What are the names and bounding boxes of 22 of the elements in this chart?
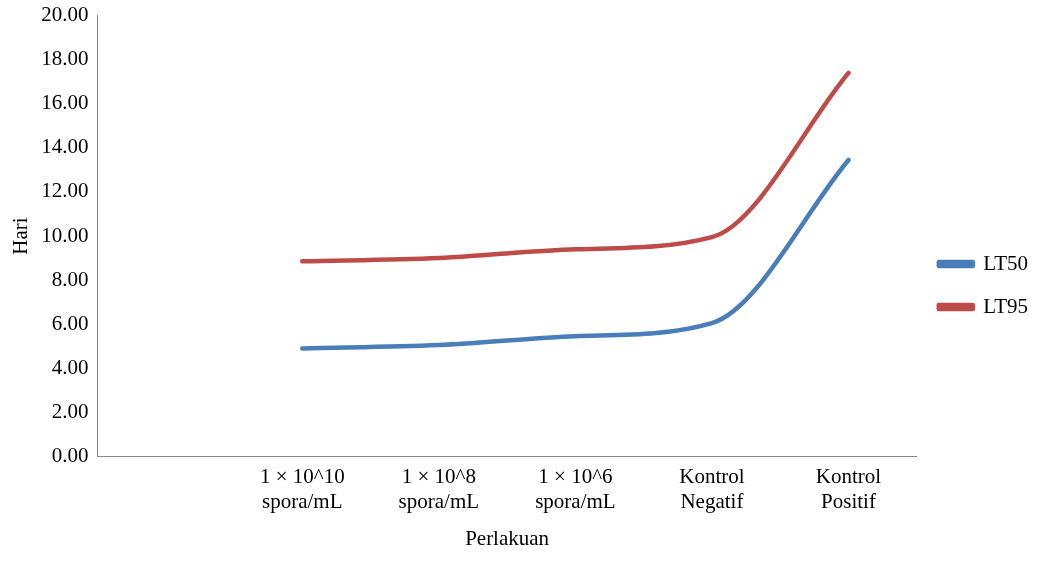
y-tick-label: 6.00 [51,310,89,335]
y-axis-title: Hari [8,217,33,255]
y-tick-label: 4.00 [51,354,89,379]
y-tick-label: 20.00 [41,2,89,27]
line-series [300,70,851,264]
x-axis-title: Perlakuan [465,525,550,550]
x-tick-label: Kontrol Positif [815,463,882,513]
x-tick-label: 1 × 10^8 spora/mL [398,463,480,513]
line-series [300,157,851,351]
y-tick-label: 10.00 [41,222,89,247]
y-tick-label: 16.00 [41,90,89,115]
x-tick-label: 1 × 10^10 spora/mL [259,463,345,513]
legend-label: LT95 [983,293,1029,318]
x-tick-label: 1 × 10^6 spora/mL [535,463,616,513]
y-tick-label: 12.00 [41,178,89,203]
y-tick-label: 18.00 [41,46,89,71]
y-tick-label: 0.00 [51,442,89,467]
y-tick-label: 14.00 [41,134,89,159]
y-tick-label: 2.00 [51,398,89,423]
legend-label: LT50 [983,250,1029,275]
y-tick-label: 8.00 [51,266,89,291]
x-tick-label: Kontrol Negatif [679,463,745,513]
